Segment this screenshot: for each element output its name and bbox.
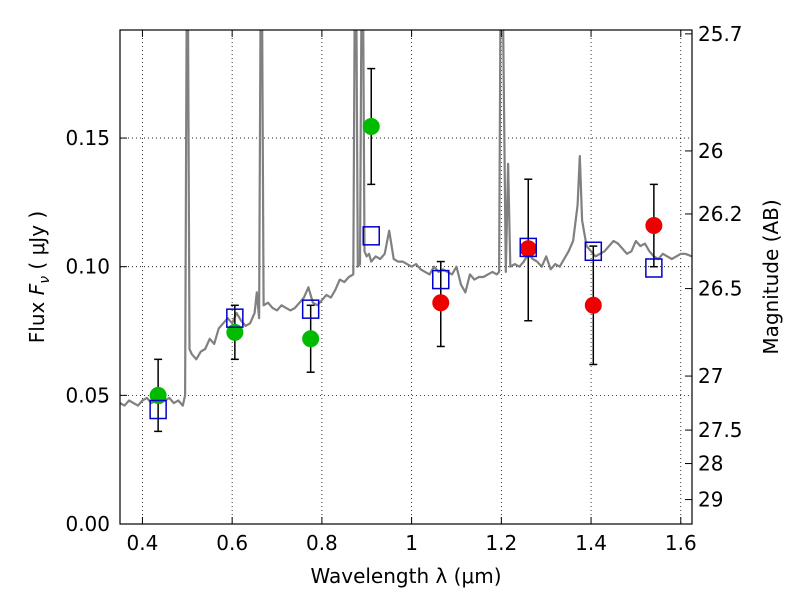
model-square-2-5 [519,237,538,258]
x-axis-title: Wavelength λ (μm) [310,564,501,588]
y-right-tick-label-6: 28 [698,452,723,476]
model-square-2-6 [584,241,603,262]
model-square-2-4 [432,269,450,290]
x-tick-label-5: 1.4 [575,531,607,555]
model-square-2-2 [301,299,320,319]
y-tick-label-0: 0.00 [65,512,110,536]
y-right-axis-title: Magnitude (AB) [759,199,783,354]
y-right-tick-label-4: 27 [698,364,723,388]
x-tick-label-2: 0.8 [306,531,338,555]
data-point-1-1 [519,240,537,258]
x-tick-label-3: 1 [405,531,418,555]
data-point-0-1 [226,323,244,341]
y-tick-label-2: 0.10 [65,255,110,279]
y-tick-label-1: 0.05 [65,383,110,407]
data-point-0-0 [149,386,167,404]
y-axis-title: Flux Fν ( μJy ) [25,211,53,343]
y-right-tick-label-0: 25.7 [698,22,743,46]
x-tick-label-4: 1.2 [485,531,517,555]
y-right-tick-label-1: 26 [698,139,723,163]
y-tick-label-3: 0.15 [65,126,110,150]
y-right-tick-label-7: 29 [698,488,723,512]
y-right-tick-label-2: 26.2 [698,202,743,226]
y-right-tick-label-5: 27.5 [698,418,743,442]
data-point-1-0 [432,294,450,312]
model-square-2-7 [645,258,663,278]
points-layer [149,67,663,433]
data-point-1-3 [645,217,663,235]
model-square-2-1 [226,308,244,328]
spectrum-line [120,30,692,407]
ticks-layer: 0.4 0.6 0.8 1 1.2 1.4 1.6 0.00 0.05 0.10 0.15 25.7 2… [65,22,742,555]
data-point-1-2 [584,296,602,314]
model-square-2-0 [149,399,167,420]
data-point-0-2 [302,330,320,348]
data-point-0-3 [362,117,380,135]
plot-frame [119,29,693,525]
x-tick-label-6: 1.6 [665,531,697,555]
x-tick-label-0: 0.4 [127,531,159,555]
spectrum-layer [120,30,692,407]
model-square-2-3 [362,226,380,246]
y-right-tick-label-3: 26.5 [698,277,743,301]
x-tick-label-1: 0.6 [216,531,248,555]
grid-layer [120,30,692,525]
